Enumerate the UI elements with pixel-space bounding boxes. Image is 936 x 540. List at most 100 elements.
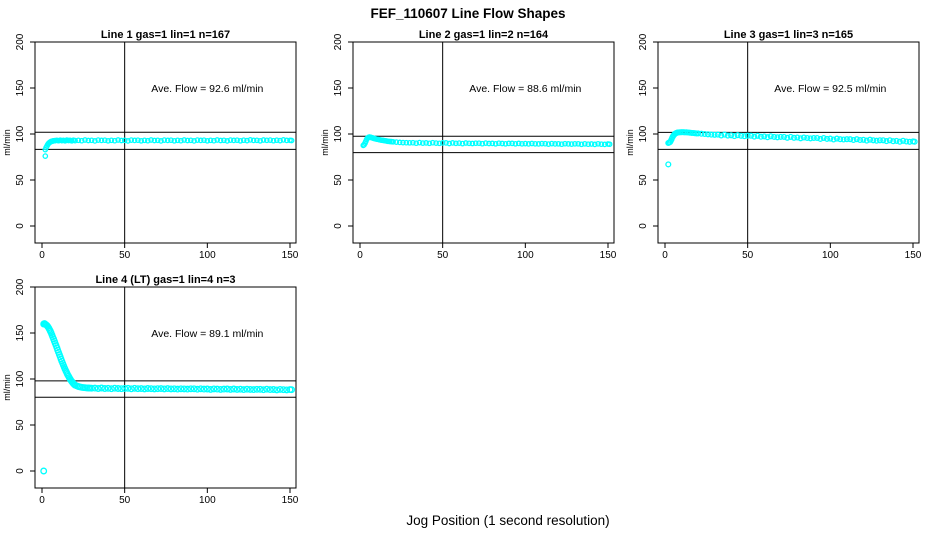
flow-point bbox=[280, 137, 287, 143]
flow-point bbox=[135, 137, 141, 144]
flow-point bbox=[403, 139, 410, 146]
flow-point bbox=[150, 385, 158, 393]
flow-point bbox=[88, 137, 95, 144]
flow-point bbox=[429, 139, 436, 146]
y-tick-label: 200 bbox=[15, 278, 26, 295]
flow-point bbox=[800, 134, 807, 141]
flow-point bbox=[75, 137, 82, 144]
flow-point bbox=[840, 136, 847, 143]
y-tick-label: 50 bbox=[638, 174, 649, 186]
flow-point bbox=[131, 137, 138, 144]
flow-point bbox=[237, 137, 244, 144]
flow-point bbox=[121, 384, 129, 392]
y-tick-label: 200 bbox=[638, 33, 649, 50]
flow-point bbox=[911, 138, 918, 145]
flow-point bbox=[423, 140, 429, 146]
x-tick-label: 100 bbox=[517, 250, 534, 261]
y-axis-title: ml/min bbox=[2, 129, 12, 156]
flow-point bbox=[78, 137, 85, 144]
flow-point bbox=[718, 132, 725, 139]
flow-point bbox=[260, 386, 267, 394]
flow-point bbox=[390, 138, 396, 145]
flow-point bbox=[115, 137, 121, 143]
flow-point bbox=[193, 385, 201, 393]
flow-point bbox=[880, 137, 887, 144]
flow-point bbox=[866, 136, 874, 143]
flow-point bbox=[201, 137, 207, 144]
panel-title: Line 2 gas=1 lin=2 n=164 bbox=[419, 29, 549, 41]
y-axis-title: ml/min bbox=[320, 129, 330, 156]
flow-point bbox=[479, 140, 486, 147]
flow-point bbox=[695, 130, 702, 137]
flow-point bbox=[190, 385, 198, 393]
flow-point bbox=[502, 140, 509, 147]
x-tick-label: 50 bbox=[437, 250, 449, 261]
panel-title: Line 3 gas=1 lin=3 n=165 bbox=[724, 29, 853, 41]
flow-point bbox=[174, 137, 181, 144]
y-tick-label: 100 bbox=[15, 125, 26, 142]
flow-point bbox=[257, 137, 264, 144]
flow-point bbox=[197, 385, 205, 393]
flow-point bbox=[489, 140, 496, 147]
flow-point bbox=[82, 137, 88, 143]
flow-point bbox=[240, 386, 248, 394]
y-tick-label: 150 bbox=[333, 79, 344, 96]
flow-point bbox=[164, 137, 171, 144]
flow-point bbox=[236, 385, 244, 393]
flow-point bbox=[72, 137, 78, 144]
flow-point bbox=[144, 385, 152, 392]
flow-point bbox=[744, 132, 751, 139]
flow-point bbox=[575, 140, 582, 147]
flow-point bbox=[91, 384, 99, 392]
flow-point bbox=[505, 140, 512, 147]
flow-point bbox=[747, 132, 755, 139]
flow-point bbox=[217, 385, 225, 393]
flow-point bbox=[177, 385, 185, 393]
flow-point bbox=[810, 134, 817, 142]
flow-point bbox=[111, 384, 119, 392]
flow-point bbox=[247, 137, 254, 143]
flow-point bbox=[230, 137, 237, 144]
flow-point bbox=[396, 139, 403, 146]
flow-point bbox=[606, 141, 613, 148]
flow-point bbox=[187, 385, 195, 393]
y-axis: 0 50 100 150 200 bbox=[333, 33, 353, 229]
flow-point bbox=[253, 385, 261, 393]
flow-point bbox=[886, 137, 893, 144]
flow-point bbox=[413, 140, 420, 147]
flow-point bbox=[207, 137, 214, 144]
flow-point bbox=[893, 137, 900, 144]
x-tick-label: 50 bbox=[742, 250, 754, 261]
flow-point bbox=[121, 137, 128, 144]
flow-point bbox=[250, 386, 258, 394]
flow-point bbox=[552, 141, 558, 147]
flow-point bbox=[213, 385, 221, 393]
flow-point bbox=[794, 134, 801, 141]
flow-point bbox=[98, 137, 105, 144]
flow-point bbox=[167, 385, 175, 393]
flow-point bbox=[124, 384, 132, 392]
avg-flow-annotation: Ave. Flow = 88.6 ml/min bbox=[469, 83, 581, 95]
flow-point bbox=[211, 137, 217, 144]
x-tick-label: 50 bbox=[119, 250, 131, 261]
flow-point bbox=[903, 138, 910, 145]
flow-point bbox=[850, 136, 857, 144]
flow-point bbox=[873, 137, 880, 144]
flow-point bbox=[728, 132, 735, 139]
flow-point bbox=[273, 137, 280, 144]
flow-point bbox=[535, 141, 542, 147]
flow-point bbox=[276, 385, 284, 393]
flow-point bbox=[572, 140, 578, 147]
flow-point bbox=[160, 385, 168, 393]
flow-point bbox=[204, 137, 211, 144]
flow-point bbox=[443, 140, 449, 146]
x-tick-label: 150 bbox=[905, 250, 922, 261]
y-tick-label: 200 bbox=[15, 33, 26, 50]
flow-point bbox=[85, 137, 92, 144]
flow-point bbox=[158, 138, 164, 144]
flow-point bbox=[512, 140, 519, 147]
flow-point bbox=[555, 140, 562, 147]
flow-point bbox=[117, 385, 125, 393]
flow-point bbox=[243, 385, 251, 393]
flow-point bbox=[224, 138, 231, 144]
